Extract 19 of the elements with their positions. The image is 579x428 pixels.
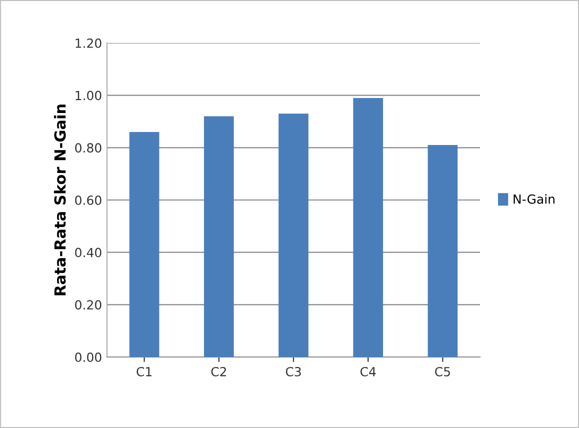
bar	[353, 98, 384, 357]
y-tick-label: 0.00	[75, 352, 102, 362]
y-tick-label: 1.00	[76, 90, 102, 100]
bar	[278, 114, 308, 357]
y-tick-label: 0.60	[75, 195, 102, 205]
y-tick-label: 0.20	[75, 300, 102, 310]
bar	[129, 132, 160, 357]
x-tick-label: C2	[211, 366, 226, 376]
bar	[204, 116, 234, 357]
x-tick-label: C4	[360, 366, 376, 376]
x-tick-label: C3	[286, 366, 301, 376]
y-tick-label: 0.80	[75, 143, 102, 153]
legend-label: N-Gain	[514, 194, 554, 204]
y-tick-label: 1.20	[76, 38, 102, 48]
y-tick-label: 0.40	[75, 248, 102, 258]
bar	[428, 145, 458, 357]
x-tick-label: C1	[136, 366, 152, 376]
x-tick-label: C5	[435, 366, 450, 376]
y-axis-title: Rata-Rata Skor N-Gain	[54, 104, 66, 296]
